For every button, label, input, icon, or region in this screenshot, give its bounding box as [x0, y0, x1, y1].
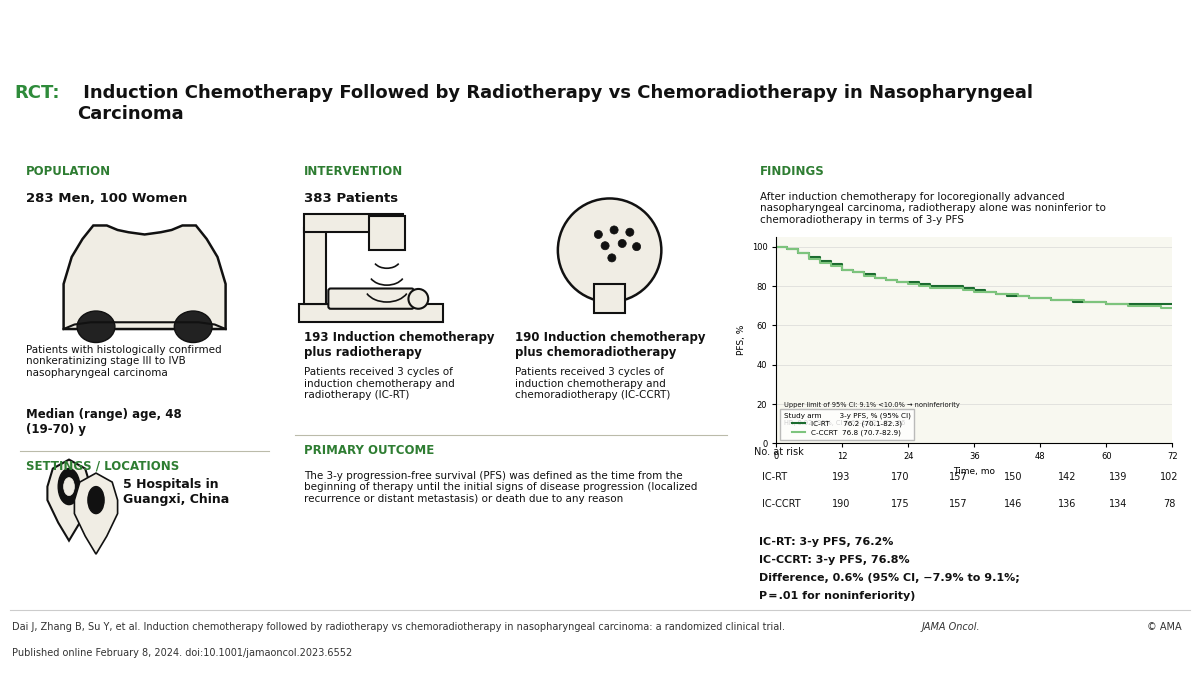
Text: 170: 170: [892, 473, 910, 482]
Text: Median (range) age, 48
(19-70) y: Median (range) age, 48 (19-70) y: [26, 408, 181, 436]
Text: © AMA: © AMA: [1147, 622, 1182, 632]
Circle shape: [601, 242, 610, 250]
Text: 102: 102: [1159, 473, 1178, 482]
Text: 136: 136: [1057, 500, 1076, 509]
Legend: IC-RT      76.2 (70.1-82.3), C-CCRT  76.8 (70.7-82.9): IC-RT 76.2 (70.1-82.3), C-CCRT 76.8 (70.…: [780, 409, 914, 440]
X-axis label: Time, mo: Time, mo: [954, 467, 996, 476]
Ellipse shape: [77, 311, 115, 343]
Text: After induction chemotherapy for locoregionally advanced
nasopharyngeal carcinom: After induction chemotherapy for locoreg…: [760, 192, 1105, 225]
Y-axis label: PFS, %: PFS, %: [737, 325, 746, 355]
Text: Patients received 3 cycles of
induction chemotherapy and
chemoradiotherapy (IC-C: Patients received 3 cycles of induction …: [515, 368, 671, 401]
Text: RCT:: RCT:: [14, 85, 60, 102]
Text: IC-CCRT: IC-CCRT: [762, 500, 800, 509]
Text: Patients received 3 cycles of
induction chemotherapy and
radiotherapy (IC-RT): Patients received 3 cycles of induction …: [304, 368, 455, 401]
Text: 150: 150: [1004, 473, 1022, 482]
Text: 190: 190: [832, 500, 850, 509]
FancyBboxPatch shape: [594, 284, 625, 313]
Circle shape: [632, 242, 641, 250]
FancyBboxPatch shape: [368, 217, 404, 250]
Text: 134: 134: [1109, 500, 1127, 509]
Circle shape: [88, 487, 104, 514]
Text: Published online February 8, 2024. doi:10.1001/jamaoncol.2023.6552: Published online February 8, 2024. doi:1…: [12, 648, 353, 658]
Text: The 3-y progression-free survival (PFS) was defined as the time from the
beginni: The 3-y progression-free survival (PFS) …: [304, 471, 697, 504]
Text: Patients with histologically confirmed
nonkeratinizing stage III to IVB
nasophar: Patients with histologically confirmed n…: [26, 345, 222, 378]
Text: Dai J, Zhang B, Su Y, et al. Induction chemotherapy followed by radiotherapy vs : Dai J, Zhang B, Su Y, et al. Induction c…: [12, 622, 788, 632]
Text: IC-RT: IC-RT: [762, 473, 787, 482]
Text: P = .01 for noninferiority): P = .01 for noninferiority): [758, 591, 916, 601]
Text: 283 Men, 100 Women: 283 Men, 100 Women: [26, 192, 187, 204]
FancyBboxPatch shape: [329, 288, 414, 309]
Text: 78: 78: [1163, 500, 1175, 509]
Text: 190 Induction chemotherapy
plus chemoradiotherapy: 190 Induction chemotherapy plus chemorad…: [515, 331, 706, 359]
Circle shape: [594, 230, 602, 238]
Text: 193: 193: [832, 473, 850, 482]
Text: Difference, 0.6% (95% CI, −7.9% to 9.1%;: Difference, 0.6% (95% CI, −7.9% to 9.1%;: [758, 573, 1020, 584]
Circle shape: [626, 228, 634, 236]
Text: IC-RT: 3-y PFS, 76.2%: IC-RT: 3-y PFS, 76.2%: [758, 537, 893, 547]
Polygon shape: [74, 473, 118, 554]
Text: HR, 0.92 (95%, CI 0.65-1.32);  P = .66: HR, 0.92 (95%, CI 0.65-1.32); P = .66: [785, 420, 906, 427]
Text: JAMA Oncol.: JAMA Oncol.: [922, 622, 980, 632]
Text: Induction Chemotherapy Followed by Radiotherapy vs Chemoradiotherapy in Nasophar: Induction Chemotherapy Followed by Radio…: [77, 85, 1033, 123]
Text: INTERVENTION: INTERVENTION: [304, 165, 403, 177]
Text: 383 Patients: 383 Patients: [304, 192, 397, 204]
Text: No. at risk: No. at risk: [754, 447, 803, 457]
Text: Upper limit of 95% CI: 9.1% <10.0% → noninferiority: Upper limit of 95% CI: 9.1% <10.0% → non…: [785, 402, 960, 408]
Circle shape: [558, 198, 661, 302]
Text: 139: 139: [1109, 473, 1127, 482]
Circle shape: [58, 468, 79, 504]
Circle shape: [610, 226, 618, 234]
FancyBboxPatch shape: [304, 214, 403, 232]
Circle shape: [408, 289, 428, 309]
Text: PRIMARY OUTCOME: PRIMARY OUTCOME: [304, 444, 434, 457]
Text: 142: 142: [1057, 473, 1076, 482]
Text: 157: 157: [949, 473, 967, 482]
Ellipse shape: [174, 311, 212, 343]
Text: POPULATION: POPULATION: [26, 165, 110, 177]
Circle shape: [64, 477, 74, 496]
Text: 157: 157: [949, 500, 967, 509]
Circle shape: [608, 254, 616, 262]
Polygon shape: [64, 225, 226, 329]
Circle shape: [618, 240, 626, 248]
Text: JAMA Oncology: JAMA Oncology: [14, 22, 322, 56]
Text: SETTINGS / LOCATIONS: SETTINGS / LOCATIONS: [26, 460, 179, 473]
Text: IC-CCRT: 3-y PFS, 76.8%: IC-CCRT: 3-y PFS, 76.8%: [758, 555, 910, 565]
Polygon shape: [48, 460, 91, 541]
FancyBboxPatch shape: [304, 227, 326, 304]
Text: 5 Hospitals in
Guangxi, China: 5 Hospitals in Guangxi, China: [122, 477, 229, 506]
FancyBboxPatch shape: [299, 304, 443, 322]
Text: 193 Induction chemotherapy
plus radiotherapy: 193 Induction chemotherapy plus radiothe…: [304, 331, 494, 359]
Text: FINDINGS: FINDINGS: [760, 165, 824, 177]
Text: 146: 146: [1004, 500, 1022, 509]
Text: 175: 175: [892, 500, 910, 509]
